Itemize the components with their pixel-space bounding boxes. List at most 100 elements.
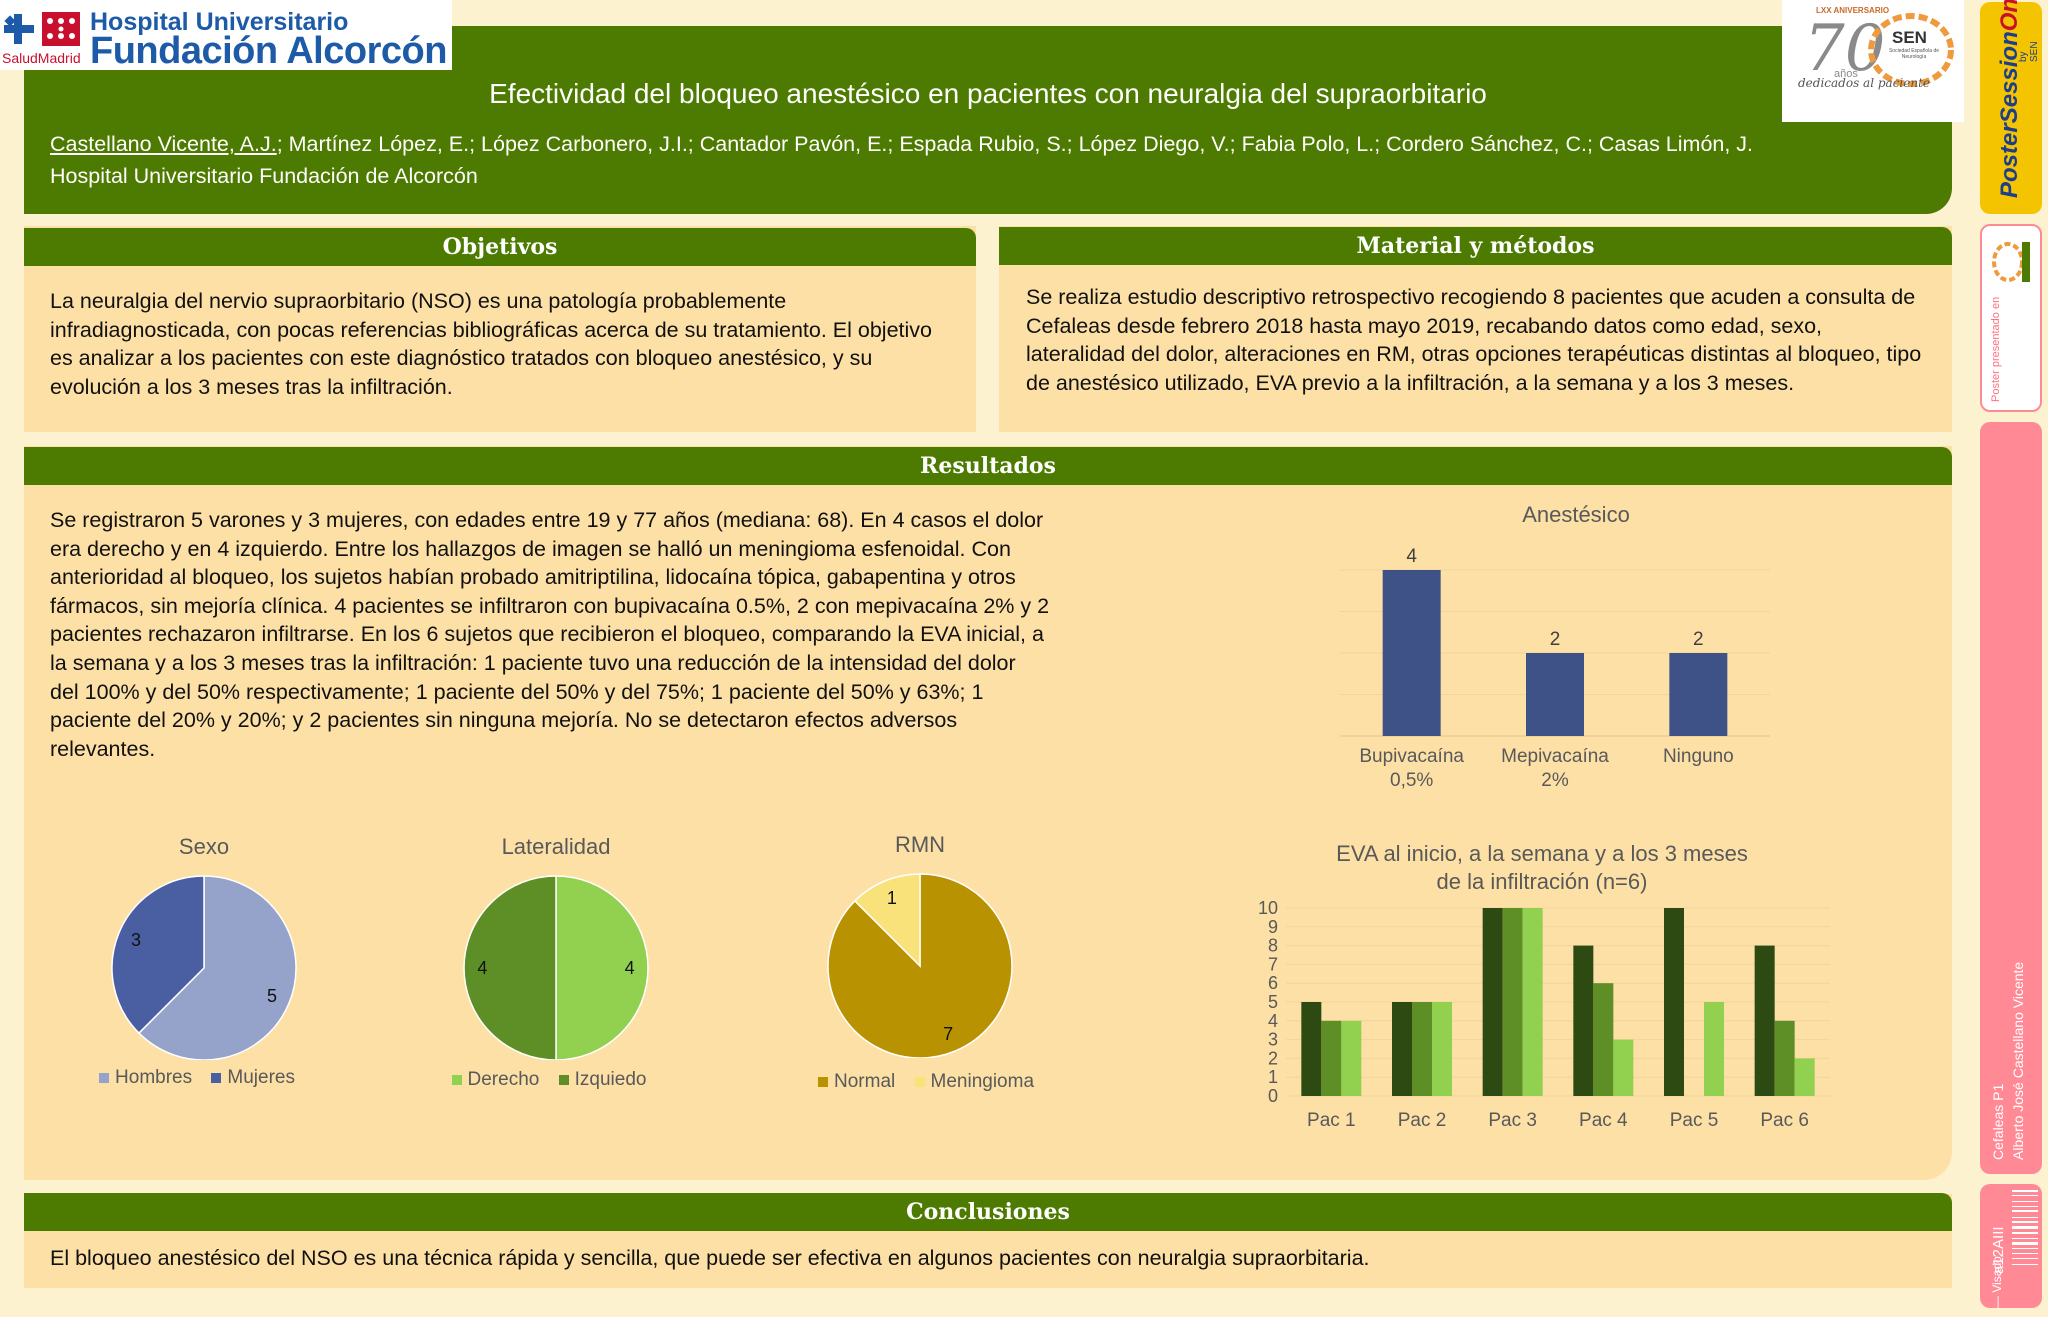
sexo-pie: 53	[111, 875, 297, 1061]
badge-sen-text: SEN	[2029, 41, 2040, 62]
barcode-line	[2012, 1242, 2038, 1245]
eva-bar	[1432, 1002, 1452, 1096]
poster-category: Cefaleas P1	[1990, 1083, 2006, 1160]
objetivos-text: La neuralgia del nervio supraorbitario (…	[50, 289, 932, 399]
badge-text: PosterSessionOnline	[1996, 0, 2024, 198]
conclusiones-text: El bloqueo anestésico del NSO es una téc…	[50, 1246, 1370, 1270]
eva-chart-title: EVA al inicio, a la semana y a los 3 mes…	[1262, 840, 1822, 896]
legend-swatch-derecho	[451, 1074, 462, 1085]
barcode-line	[2012, 1258, 2038, 1259]
salud-madrid-label: SaludMadrid	[2, 50, 81, 66]
pie-slice-derecho	[555, 875, 649, 1061]
eva-bar	[1573, 945, 1594, 1096]
lateralidad-legend: Derecho Izquiedo	[436, 1069, 676, 1091]
barcode-line	[2012, 1226, 2038, 1229]
rmn-legend: Normal Meningioma	[818, 1071, 1040, 1093]
barcode-line	[2012, 1201, 2038, 1202]
y-tick-label: 0	[1268, 1086, 1278, 1106]
pie-slice-normal	[827, 873, 1013, 1059]
x-tick-label: Ninguno	[1663, 746, 1734, 767]
badge-by-text: by	[2018, 51, 2029, 62]
poster-code-2: — Visado	[1990, 1256, 2004, 1308]
y-tick-label: 2	[1268, 1048, 1278, 1068]
authors-line: Castellano Vicente, A.J.; Martínez López…	[50, 132, 1753, 157]
x-tick-label: Bupivacaína	[1359, 746, 1464, 767]
y-tick-label: 10	[1258, 898, 1278, 918]
bar-anestesico	[1382, 570, 1441, 736]
y-tick-label: 9	[1268, 917, 1278, 937]
legend-item-hombres: Hombres	[99, 1067, 192, 1088]
poster-code-strip: a12AIII — Visado	[1980, 1184, 2042, 1308]
legend-item-normal: Normal	[818, 1071, 895, 1092]
eva-bar	[1301, 1002, 1322, 1096]
poster-info-strip: Cefaleas P1 Alberto José Castellano Vice…	[1980, 422, 2042, 1174]
eva-title-line-2: de la infiltración (n=6)	[1436, 869, 1648, 894]
barcode-line	[2012, 1264, 2038, 1265]
eva-title-line-1: EVA al inicio, a la semana y a los 3 mes…	[1336, 841, 1748, 866]
legend-swatch-meningioma	[914, 1076, 925, 1087]
pie-label-derecho: 4	[625, 958, 635, 978]
bar-value-label: 4	[1406, 546, 1417, 567]
bar-value-label: 2	[1693, 629, 1704, 650]
eva-bar	[1321, 1020, 1342, 1096]
bar-value-label: 2	[1550, 629, 1561, 650]
presented-box: Poster presentado en	[1980, 224, 2042, 412]
badge-online: Online	[1996, 0, 2023, 31]
eva-bar	[1754, 945, 1775, 1096]
x-tick-label: 2%	[1541, 770, 1569, 791]
legend-item-meningioma: Meningioma	[914, 1071, 1035, 1092]
rmn-chart-title: RMN	[894, 832, 946, 857]
eva-bar	[1613, 1039, 1634, 1096]
y-tick-label: 5	[1268, 992, 1278, 1012]
x-tick-label: Mepivacaína	[1501, 746, 1609, 767]
eva-bar	[1412, 1002, 1432, 1096]
barcode-line	[2012, 1195, 2038, 1196]
rmn-pie: 71	[827, 873, 1013, 1059]
barcode-line	[2012, 1232, 2038, 1234]
lateralidad-pie: 44	[463, 875, 649, 1061]
eva-bar	[1502, 908, 1523, 1096]
legend-swatch-mujeres	[211, 1072, 222, 1083]
sen-brain-icon	[1868, 13, 1954, 87]
legend-label-mujeres: Mujeres	[227, 1067, 295, 1088]
sen-mini-logo-icon	[1990, 236, 2032, 288]
metodos-text: Se realiza estudio descriptivo retrospec…	[1026, 285, 1922, 395]
pie-label-meningioma: 1	[887, 888, 897, 908]
sen-anniversary: LXX ANIVERSARIO	[1816, 6, 1890, 15]
legend-label-meningioma: Meningioma	[930, 1071, 1035, 1092]
pie-label-mujeres: 3	[131, 930, 141, 950]
eva-bar	[1482, 908, 1503, 1096]
barcode-line	[2012, 1190, 2038, 1192]
pie-slice-meningioma	[853, 873, 921, 968]
badge-by: by SEN	[2018, 38, 2040, 62]
conclusiones-heading: Conclusiones	[24, 1193, 1952, 1231]
eva-bar	[1704, 1002, 1724, 1096]
legend-label-izquiedo: Izquiedo	[574, 1069, 647, 1090]
lateralidad-chart-title: Lateralidad	[501, 834, 611, 859]
metodos-heading: Material y métodos	[999, 227, 1952, 265]
sen-brand: SEN	[1892, 28, 1927, 47]
sen-anos: años	[1834, 68, 1858, 80]
bar-anestesico	[1526, 653, 1584, 736]
pie-slice-izquiedo	[463, 875, 557, 1061]
first-author: Castellano Vicente, A.J.	[50, 132, 277, 156]
pie-slice-mujeres	[111, 875, 205, 1035]
y-tick-label: 6	[1268, 973, 1278, 993]
y-tick-label: 7	[1268, 954, 1278, 974]
x-tick-label: Pac 4	[1579, 1110, 1628, 1131]
barcode-line	[2012, 1253, 2038, 1254]
y-tick-label: 8	[1268, 936, 1278, 956]
x-tick-label: Pac 2	[1398, 1110, 1447, 1131]
bar-anestesico	[1669, 653, 1728, 736]
sen-org: Sociedad Española de Neurología	[1888, 48, 1940, 60]
eva-bar	[1341, 1020, 1362, 1096]
eva-bar	[1774, 1020, 1795, 1096]
y-tick-label: 3	[1268, 1030, 1278, 1050]
presented-label: Poster presentado en	[1990, 296, 2002, 402]
legend-swatch-hombres	[99, 1072, 110, 1083]
poster-session-online-badge: PosterSessionOnline by SEN	[1980, 0, 2042, 214]
legend-item-derecho: Derecho	[451, 1069, 539, 1090]
